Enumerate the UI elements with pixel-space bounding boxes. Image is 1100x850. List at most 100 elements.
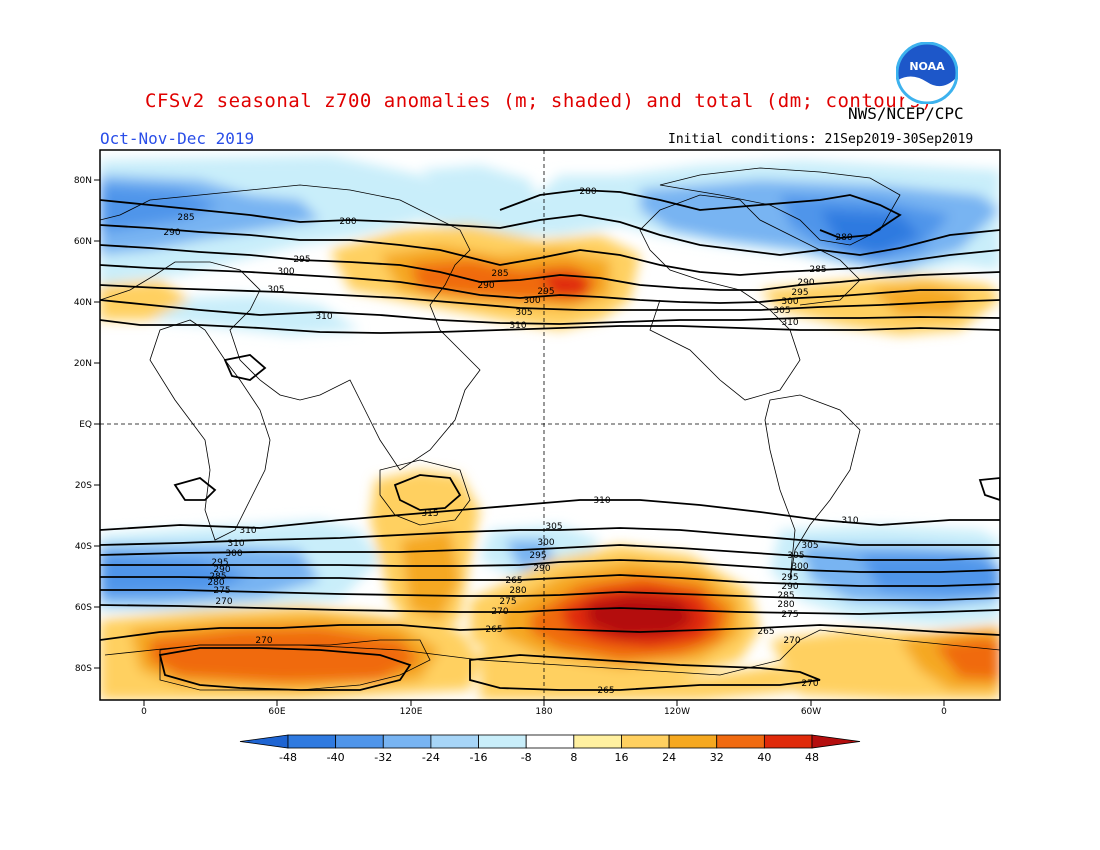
lon-label: 0 [941, 707, 947, 717]
contour-label: 295 [537, 287, 554, 297]
contour-label: 305 [267, 285, 284, 295]
lat-label: 20S [75, 481, 92, 491]
colorbar-swatch [478, 734, 527, 749]
contour-label: 305 [787, 551, 804, 561]
colorbar-swatch [573, 734, 622, 749]
colorbar-label: -24 [422, 751, 440, 764]
colorbar-label: 48 [805, 751, 819, 764]
lat-label: EQ [79, 420, 92, 430]
contour-label: 290 [477, 281, 494, 291]
contour-label: 270 [491, 607, 508, 617]
contour-label: 285 [809, 265, 826, 275]
contour-label: 305 [801, 541, 818, 551]
initial-conditions-label: Initial conditions: 21Sep2019-30Sep2019 [668, 132, 974, 147]
contour-label: 285 [177, 213, 194, 223]
contour-label: 265 [485, 625, 502, 635]
colorbar-swatch [525, 734, 575, 749]
contour-label: 265 [597, 686, 614, 696]
contour-label: 280 [207, 578, 224, 588]
lat-label: 40S [75, 542, 92, 552]
colorbar: -48 -40 -32 -24 -16 -8 8 16 24 32 40 48 [239, 734, 861, 764]
contour-label: 305 [545, 522, 562, 532]
contour-label: 275 [499, 597, 516, 607]
noaa-logo: NOAA [896, 42, 958, 104]
contour-label: 305 [773, 306, 790, 316]
lon-label: 60E [268, 707, 285, 717]
colorbar-label: -32 [374, 751, 392, 764]
map-frame [99, 149, 1001, 701]
contour-label: 290 [163, 228, 180, 238]
lon-label: 60W [801, 707, 821, 717]
contour-label: 295 [529, 551, 546, 561]
contour-label: 270 [255, 636, 272, 646]
contour-label: 315 [421, 509, 438, 519]
contour-label: 280 [509, 586, 526, 596]
contour-label: 290 [213, 565, 230, 575]
contour-label: 305 [515, 308, 532, 318]
lon-label: 180 [535, 707, 552, 717]
colorbar-swatch [621, 734, 670, 749]
contour-label: 285 [491, 269, 508, 279]
contour-label: 310 [593, 496, 610, 506]
contour-label: 295 [791, 288, 808, 298]
colorbar-swatch [716, 734, 765, 749]
lat-label: 80N [74, 176, 92, 186]
contour-label: 280 [777, 600, 794, 610]
contour-label: 270 [215, 597, 232, 607]
colorbar-swatch [763, 734, 813, 749]
contour-label: 290 [781, 582, 798, 592]
colorbar-label: -40 [327, 751, 345, 764]
contour-label: 280 [835, 233, 852, 243]
anomaly-shading [100, 155, 1000, 700]
lat-label: 60S [75, 603, 92, 613]
contour-label: 295 [293, 255, 310, 265]
lon-label: 0 [141, 707, 147, 717]
contour-label: 300 [781, 297, 798, 307]
lat-label: 20N [74, 359, 92, 369]
contour-label: 300 [523, 296, 540, 306]
contour-label: 285 [777, 591, 794, 601]
colorbar-max-arrow [811, 734, 861, 749]
contour-label: 295 [211, 558, 228, 568]
contour-label: 265 [757, 627, 774, 637]
colorbar-swatch [668, 734, 718, 749]
contour-label: 280 [339, 217, 356, 227]
lon-label: 120W [664, 707, 690, 717]
contour-label: 265 [505, 576, 522, 586]
colorbar-label: -48 [279, 751, 297, 764]
contour-label: 285 [209, 572, 226, 582]
contour-label: 300 [537, 538, 554, 548]
contour-label: 275 [781, 610, 798, 620]
lat-label: 60N [74, 237, 92, 247]
contour-label: 290 [797, 278, 814, 288]
agency-label: NWS/NCEP/CPC [848, 104, 964, 123]
lon-label: 120E [400, 707, 423, 717]
colorbar-label: -8 [521, 751, 532, 764]
colorbar-swatch [430, 734, 479, 749]
map-area: 280 285 290 295 300 305 310 280 285 290 … [100, 150, 1000, 700]
contour-label: 310 [227, 539, 244, 549]
contour-label: 300 [225, 549, 242, 559]
colorbar-swatch [382, 734, 432, 749]
contour-label: 280 [579, 187, 596, 197]
contour-label: 310 [781, 318, 798, 328]
contour-label: 290 [533, 564, 550, 574]
contour-label: 295 [781, 573, 798, 583]
contour-label: 270 [801, 679, 818, 689]
noaa-logo-text: NOAA [909, 60, 945, 73]
lat-label: 80S [75, 664, 92, 674]
contour-label: 310 [509, 321, 526, 331]
height-contours [100, 189, 1000, 691]
lat-label: 40N [74, 298, 92, 308]
contour-label: 310 [841, 516, 858, 526]
season-label: Oct-Nov-Dec 2019 [100, 129, 255, 148]
latitude-axis: 80N 60N 40N 20N EQ 20S 40S 60S 80S [74, 176, 100, 674]
contour-label: 300 [277, 267, 294, 277]
contour-label: 270 [783, 636, 800, 646]
contour-label: 310 [239, 526, 256, 536]
colorbar-label: 40 [757, 751, 771, 764]
colorbar-min-arrow [239, 734, 289, 749]
contour-label: 300 [791, 562, 808, 572]
contour-label: 275 [213, 586, 230, 596]
